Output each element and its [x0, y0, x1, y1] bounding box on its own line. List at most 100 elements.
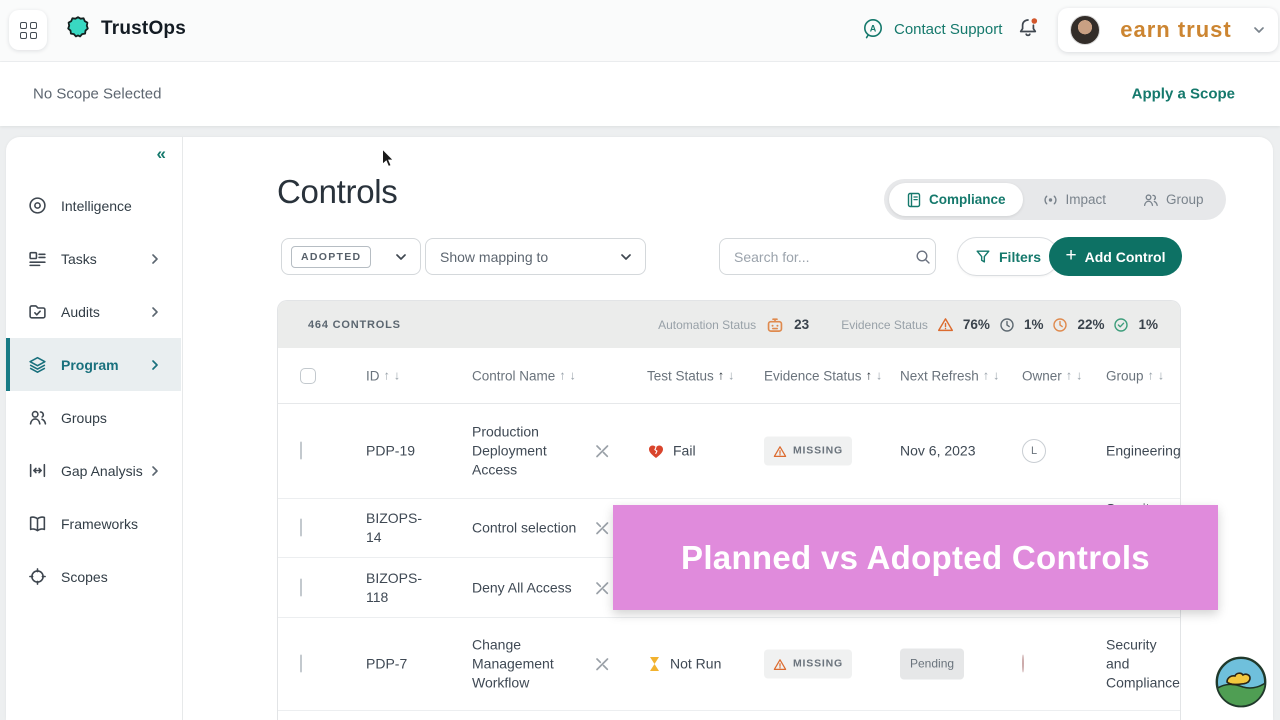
- filters-button[interactable]: Filters: [957, 237, 1060, 276]
- sort-desc-icon[interactable]: ↓: [1076, 368, 1083, 383]
- warning-triangle-icon: [773, 657, 787, 671]
- shield-logo-icon: [64, 15, 92, 43]
- contact-support-button[interactable]: A Contact Support: [861, 17, 1002, 41]
- account-name: earn trust: [1120, 17, 1232, 42]
- evidence-stat-value: 76%: [962, 317, 990, 332]
- sort-asc-icon[interactable]: ↑: [1147, 368, 1154, 383]
- tab-group[interactable]: Group: [1125, 183, 1221, 216]
- app-launcher-button[interactable]: [9, 10, 47, 50]
- sidebar-item-intelligence[interactable]: Intelligence: [6, 179, 181, 232]
- row-checkbox[interactable]: [300, 654, 302, 673]
- sort-desc-icon[interactable]: ↓: [875, 368, 883, 383]
- sort-desc-icon[interactable]: ↓: [393, 368, 400, 383]
- column-header-id[interactable]: ID: [366, 368, 380, 383]
- hourglass-icon: [647, 656, 662, 673]
- tab-impact[interactable]: Impact: [1025, 183, 1124, 216]
- search-box: [719, 238, 936, 275]
- sort-asc-icon[interactable]: ↑: [717, 368, 725, 383]
- control-id: PDP-7: [366, 655, 408, 672]
- chevron-down-icon: [394, 250, 408, 264]
- controls-count: 464 CONTROLS: [308, 318, 401, 331]
- tab-label: Group: [1166, 192, 1204, 207]
- add-control-label: Add Control: [1084, 248, 1166, 265]
- sort-desc-icon[interactable]: ↓: [993, 368, 1000, 383]
- sort-asc-icon[interactable]: ↑: [559, 368, 566, 383]
- column-header-owner[interactable]: Owner: [1022, 368, 1062, 383]
- add-control-button[interactable]: + Add Control: [1049, 237, 1182, 276]
- unlink-icon: [594, 520, 610, 536]
- sidebar-item-groups[interactable]: Groups: [6, 391, 181, 444]
- evidence-status-text: MISSING: [793, 657, 843, 670]
- grid-icon: [19, 21, 37, 39]
- app-title: TrustOps: [101, 18, 187, 39]
- main-panel: « Intelligence Tasks Audits Program: [6, 137, 1273, 720]
- sort-desc-icon[interactable]: ↓: [728, 368, 735, 383]
- unlink-icon: [594, 580, 610, 596]
- column-header-next-refresh[interactable]: Next Refresh: [900, 368, 979, 383]
- scope-status: No Scope Selected: [33, 85, 162, 103]
- sidebar-item-scopes[interactable]: Scopes: [6, 550, 181, 603]
- notifications-button[interactable]: [1016, 15, 1042, 43]
- app-header: TrustOps A Contact Support earn trust: [0, 0, 1280, 61]
- select-all-checkbox[interactable]: [300, 367, 316, 384]
- book-icon: [28, 514, 47, 533]
- sort-asc-icon[interactable]: ↑: [1065, 368, 1073, 383]
- apply-scope-link[interactable]: Apply a Scope: [1131, 85, 1235, 103]
- sort-asc-icon[interactable]: ↑: [982, 368, 990, 383]
- row-checkbox[interactable]: [300, 518, 302, 537]
- evidence-status-label: Evidence Status: [841, 317, 928, 332]
- table-row[interactable]: PDP-7 Change Management Workflow Not Run…: [278, 618, 1180, 711]
- owner-avatar[interactable]: [1022, 654, 1024, 673]
- eye-icon: [28, 196, 47, 215]
- duck-watermark-logo: [1215, 656, 1267, 708]
- control-id: PDP-19: [366, 442, 416, 459]
- chevron-right-icon: [149, 465, 161, 477]
- sidebar-item-tasks[interactable]: Tasks: [6, 232, 181, 285]
- tab-compliance[interactable]: Compliance: [889, 183, 1023, 216]
- bell-icon: [1019, 18, 1038, 37]
- sort-asc-icon[interactable]: ↑: [383, 368, 390, 383]
- sidebar-item-label: Scopes: [61, 568, 108, 585]
- table-row[interactable]: BIZOPS-118 Deny All Access: [278, 558, 1180, 618]
- column-header-evidence-status[interactable]: Evidence Status: [764, 368, 862, 383]
- row-checkbox[interactable]: [300, 578, 302, 596]
- evidence-stat-value: 22%: [1077, 317, 1105, 332]
- owner-avatar[interactable]: L: [1022, 439, 1046, 463]
- group-name: Engineering: [1106, 442, 1181, 459]
- evidence-stat-value: 1%: [1023, 317, 1044, 332]
- sidebar-item-frameworks[interactable]: Frameworks: [6, 497, 181, 550]
- unlink-icon: [594, 656, 610, 672]
- table-row[interactable]: PDP-19 Production Deployment Access Fail…: [278, 404, 1181, 499]
- sidebar-item-gap-analysis[interactable]: Gap Analysis: [6, 444, 181, 497]
- control-name[interactable]: Production Deployment Access: [472, 423, 547, 478]
- support-avatar-icon: A: [861, 17, 885, 41]
- sidebar-collapse-button[interactable]: «: [156, 144, 166, 163]
- mapping-select[interactable]: Show mapping to: [425, 238, 646, 275]
- sidebar-item-program[interactable]: Program: [6, 338, 181, 391]
- control-name[interactable]: Control selection: [472, 519, 577, 536]
- account-menu[interactable]: earn trust: [1058, 8, 1278, 52]
- test-status-label: Fail: [673, 442, 696, 459]
- audit-folder-icon: [28, 302, 47, 321]
- sidebar-item-label: Frameworks: [61, 515, 139, 532]
- gap-icon: [28, 461, 47, 480]
- sort-asc-icon[interactable]: ↑: [865, 368, 872, 383]
- sort-desc-icon[interactable]: ↓: [1157, 368, 1165, 383]
- column-header-group[interactable]: Group: [1106, 368, 1144, 383]
- control-name[interactable]: Deny All Access: [472, 579, 572, 595]
- column-header-control-name[interactable]: Control Name: [472, 368, 556, 383]
- status-filter-select[interactable]: ADOPTED: [281, 238, 421, 275]
- evidence-status-text: MISSING: [793, 444, 843, 457]
- sidebar-item-audits[interactable]: Audits: [6, 285, 181, 338]
- column-header-test-status[interactable]: Test Status: [647, 368, 714, 383]
- row-checkbox[interactable]: [300, 441, 302, 460]
- sidebar-nav: Intelligence Tasks Audits Program Groups: [6, 179, 181, 603]
- chevron-right-icon: [149, 359, 161, 371]
- search-input[interactable]: [734, 248, 915, 265]
- tab-label: Impact: [1065, 192, 1107, 207]
- sort-desc-icon[interactable]: ↓: [569, 368, 576, 383]
- control-name[interactable]: Change Management Workflow: [472, 636, 554, 691]
- view-tabs: Compliance Impact Group: [884, 179, 1226, 220]
- chevron-down-icon: [1252, 23, 1266, 37]
- pending-badge: Pending: [900, 648, 965, 680]
